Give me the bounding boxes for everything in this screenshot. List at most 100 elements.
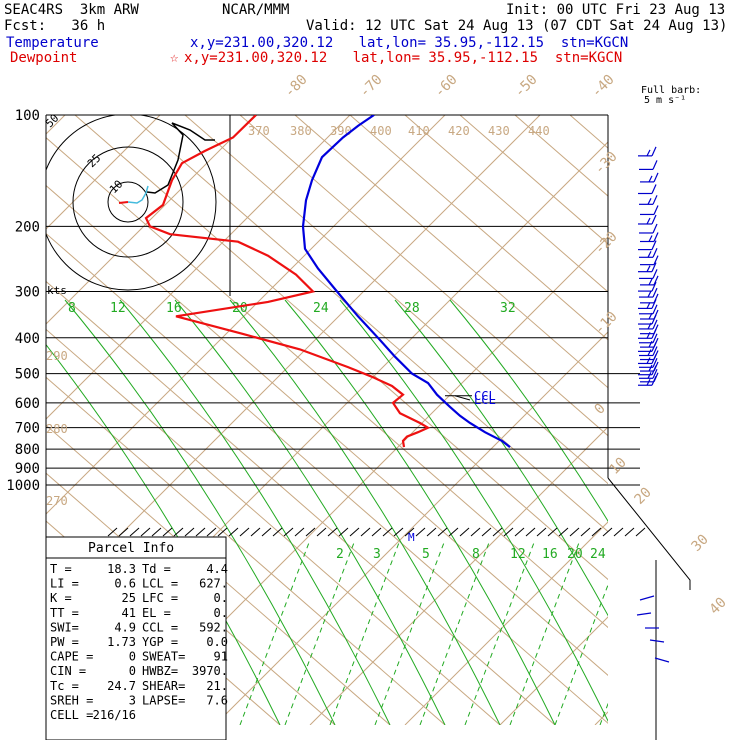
wind-barb-half: [648, 235, 653, 242]
hatch-mark: [481, 527, 492, 537]
hatch-mark: [459, 527, 470, 537]
hatch-mark: [580, 527, 591, 537]
mixing-ratio-line: [284, 539, 356, 725]
dry-adiabat-line: [569, 115, 608, 149]
wind-barb: [638, 214, 657, 225]
wind-barb-flag: [652, 333, 658, 344]
mixing-ratio-label: 2: [336, 547, 344, 562]
hatch-mark: [217, 527, 228, 537]
hatch-mark: [514, 527, 525, 537]
wind-barb-flag: [652, 248, 658, 258]
hatch-mark: [547, 527, 558, 537]
parcel-label: CAPE =: [50, 650, 93, 664]
parcel-value: 627.: [199, 577, 228, 591]
wind-barb-flag: [651, 240, 657, 250]
pressure-label: 600: [15, 396, 40, 412]
hatch-mark: [107, 527, 118, 537]
full-barb-label: Full barb:: [641, 85, 702, 96]
wind-barb-half: [648, 278, 653, 286]
hatch-mark: [448, 527, 459, 537]
pressure-label: 100: [15, 108, 40, 124]
isotherm-label: 30: [689, 532, 712, 555]
hodograph-surface: [118, 201, 129, 204]
dry-adiabat-line: [46, 328, 501, 725]
moist-adiabat-line: [119, 299, 391, 725]
parcel-value: 24.7: [107, 679, 136, 693]
hatch-mark: [635, 527, 646, 537]
parcel-label: SWI=: [50, 620, 79, 634]
dry-adiabat-label: 280: [46, 422, 68, 436]
wind-barb-half: [646, 302, 651, 309]
parcel-label: Tc =: [50, 679, 79, 693]
temperature-profile: [301, 115, 511, 448]
parcel-label: K =: [50, 591, 72, 605]
wind-barb-flag: [652, 346, 658, 356]
isotherm-label: 40: [707, 595, 730, 618]
m-marker: M: [408, 531, 415, 544]
wind-barb: [639, 269, 658, 280]
wind-barb: [639, 248, 658, 258]
header-source: NCAR/MMM: [222, 2, 290, 18]
temperature-location: x,y=231.00,320.12 lat,lon= 35.95,-112.15…: [190, 35, 629, 51]
isotherm-line: [594, 711, 608, 725]
dry-adiabat-line: [46, 136, 608, 629]
hatch-mark: [294, 527, 305, 537]
wind-barb-flag: [651, 281, 657, 292]
hatch-mark: [591, 527, 602, 537]
dry-adiabat-line: [404, 115, 608, 293]
moist-adiabat-label: 12: [110, 301, 126, 316]
dry-adiabat-line: [514, 115, 608, 197]
mixing-ratio-line: [239, 539, 311, 725]
mixing-ratio-label: 3: [373, 547, 381, 562]
parcel-label: CCL =: [142, 620, 178, 634]
moist-adiabat-line: [449, 299, 608, 523]
parcel-label: LFC =: [142, 591, 178, 605]
wind-barb-flag: [651, 314, 657, 325]
mixing-ratio-line: [419, 539, 491, 725]
mixing-ratio-line: [374, 539, 446, 725]
wind-barb-half: [647, 198, 652, 205]
wind-barb: [638, 314, 657, 325]
wind-barb-flag: [651, 262, 657, 272]
parcel-label: EL =: [142, 606, 171, 620]
mixing-ratio-line: [464, 539, 536, 725]
isotherm-line: [404, 521, 608, 725]
wind-barb: [639, 369, 658, 379]
wind-barb: [639, 287, 658, 298]
dry-adiabat-line: [294, 115, 608, 389]
isotherm-line: [214, 331, 608, 725]
moist-adiabat-label: 24: [313, 301, 329, 316]
wind-barb: [638, 329, 657, 339]
parcel-value: 592.: [199, 620, 228, 634]
parcel-info-title: Parcel Info: [88, 541, 174, 556]
isotherm-label: -50: [512, 72, 541, 101]
hatch-mark: [118, 527, 129, 537]
parcel-label: HWBZ=: [142, 664, 178, 678]
mixing-ratio-label: 20: [567, 547, 583, 562]
pressure-label: 900: [15, 461, 40, 477]
dry-adiabat-line: [46, 424, 391, 725]
wind-barb-flag: [652, 223, 658, 234]
parcel-label: LCL =: [142, 577, 178, 591]
wind-barb-flag: [651, 375, 657, 386]
hatch-mark: [338, 527, 349, 537]
wind-barb-flag: [651, 146, 657, 157]
hatch-mark: [206, 527, 217, 537]
dry-adiabat-label: 390: [330, 124, 352, 138]
isotherm-label: -80: [282, 72, 311, 101]
pressure-label: 300: [15, 285, 40, 301]
wind-barb: [638, 262, 657, 273]
parcel-value: 4.9: [114, 620, 136, 634]
mixing-ratio-label: 12: [510, 547, 526, 562]
pressure-label: 200: [15, 219, 40, 235]
dry-adiabat-line: [349, 115, 608, 341]
hatch-mark: [305, 527, 316, 537]
parcel-value: 0.0: [206, 635, 228, 649]
parcel-label: SHEAR=: [142, 679, 185, 693]
hatch-mark: [250, 527, 261, 537]
wind-barb-half: [646, 265, 651, 272]
hatch-mark: [261, 527, 272, 537]
hatch-mark: [602, 527, 613, 537]
parcel-label: SREH =: [50, 693, 93, 707]
hatch-mark: [195, 527, 206, 537]
